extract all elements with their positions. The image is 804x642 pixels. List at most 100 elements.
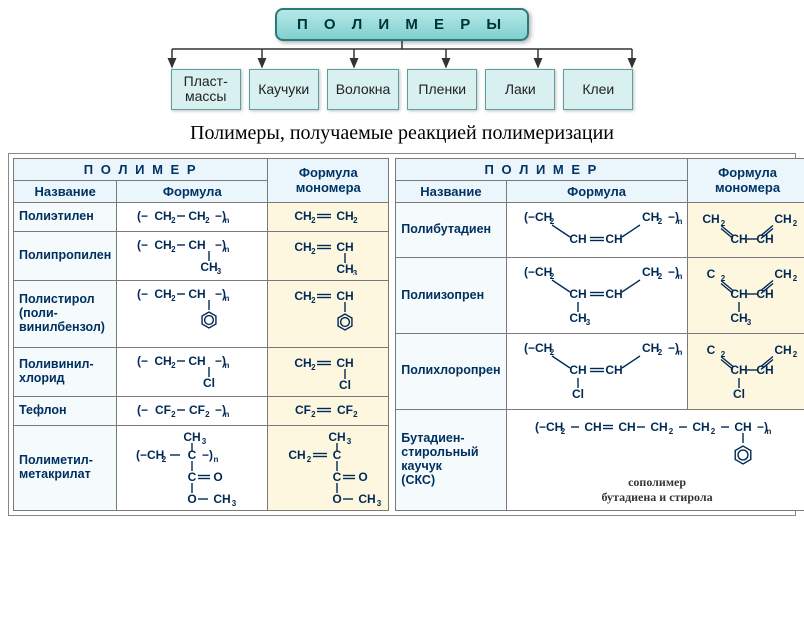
svg-text:CF: CF — [337, 403, 353, 417]
svg-text:3: 3 — [347, 437, 352, 446]
formula-cell: (−CH2CH2−)nCHCHCH3 — [506, 257, 687, 333]
svg-text:(−: (− — [137, 403, 148, 417]
svg-text:C: C — [188, 448, 197, 462]
th-polymer: П О Л И М Е Р — [396, 158, 687, 180]
svg-text:3: 3 — [377, 499, 382, 507]
monomer-cell: CH2CHCl — [268, 347, 389, 396]
svg-text:n: n — [225, 361, 230, 370]
svg-text:Cl: Cl — [339, 378, 351, 391]
svg-text:CH: CH — [650, 420, 667, 434]
svg-text:CH: CH — [155, 287, 172, 301]
svg-text:CH: CH — [756, 232, 773, 246]
child-box-5: Клеи — [563, 69, 633, 110]
svg-text:CF: CF — [189, 403, 205, 417]
svg-text:CF: CF — [295, 403, 311, 417]
svg-text:2: 2 — [311, 363, 316, 372]
svg-text:n: n — [677, 217, 681, 226]
svg-text:CH: CH — [569, 232, 586, 246]
table-row: Полиметил-метакрилат CH3(−CH2C−)nCOOCH3 … — [14, 425, 389, 510]
name-cell: Тефлон — [14, 396, 117, 425]
svg-text:2: 2 — [669, 427, 674, 436]
svg-text:CH: CH — [295, 240, 312, 254]
svg-text:CH: CH — [184, 430, 201, 444]
table-row: Полихлоропрен (−CH2CH2−)nCHCHCl C2CH2CHC… — [396, 333, 804, 409]
svg-text:n: n — [214, 455, 219, 464]
svg-text:CH: CH — [359, 492, 376, 506]
svg-text:n: n — [225, 410, 230, 419]
svg-text:2: 2 — [792, 350, 797, 359]
svg-text:2: 2 — [307, 455, 312, 464]
svg-text:CH: CH — [702, 212, 719, 226]
svg-text:CH: CH — [189, 238, 206, 252]
svg-text:CH: CH — [605, 363, 622, 377]
svg-text:2: 2 — [657, 348, 662, 357]
svg-text:3: 3 — [232, 499, 237, 507]
name-cell: Полиэтилен — [14, 202, 117, 231]
name-cell: Полиметил-метакрилат — [14, 425, 117, 510]
tables-wrap: П О Л И М Е Р Формуламономера Название Ф… — [8, 153, 796, 516]
name-cell: Полиизопрен — [396, 257, 506, 333]
th-monomer: Формуламономера — [268, 158, 389, 202]
table-row: Полиэтилен (−CH2CH2−)n CH2CH2 — [14, 202, 389, 231]
formula-cell: (−CH2CHCHCH2CH2CH−)nсополимербутадиена и… — [506, 409, 804, 510]
child-box-3: Пленки — [407, 69, 477, 110]
formula-cell: (−CH2CH2−)n — [117, 202, 268, 231]
svg-text:n: n — [767, 427, 772, 436]
svg-text:(−CH: (−CH — [524, 341, 552, 355]
name-cell: Поливинил-хлорид — [14, 347, 117, 396]
svg-text:n: n — [225, 216, 230, 225]
svg-text:(−: (− — [137, 354, 148, 368]
svg-text:2: 2 — [657, 217, 662, 226]
svg-text:3: 3 — [202, 437, 207, 446]
svg-text:2: 2 — [171, 410, 176, 419]
svg-text:CH: CH — [569, 311, 586, 325]
svg-text:n: n — [677, 272, 681, 281]
th-monomer: Формуламономера — [687, 158, 804, 202]
svg-text:CH: CH — [774, 267, 791, 281]
monomer-cell: CH2CH2CHCH — [687, 202, 804, 257]
svg-text:C: C — [188, 470, 197, 484]
svg-text:CH: CH — [189, 209, 206, 223]
formula-cell: (−CH2CH2−)nCHCHCl — [506, 333, 687, 409]
th-formula: Формула — [506, 180, 687, 202]
svg-text:CH: CH — [289, 448, 306, 462]
svg-text:CH: CH — [642, 341, 659, 355]
formula-cell: (−CH2CH−)nCH3 — [117, 231, 268, 280]
svg-text:(−CH: (−CH — [524, 265, 552, 279]
svg-text:2: 2 — [353, 216, 358, 225]
child-box-4: Лаки — [485, 69, 555, 110]
svg-text:CH: CH — [155, 354, 172, 368]
svg-text:CH: CH — [569, 287, 586, 301]
svg-text:3: 3 — [746, 318, 751, 326]
svg-text:2: 2 — [792, 219, 797, 228]
svg-text:CH: CH — [642, 265, 659, 279]
svg-text:CH: CH — [337, 240, 354, 254]
table-row: Полибутадиен (−CH2CH2−)nCHCH CH2CH2CHCH — [396, 202, 804, 257]
svg-text:CH: CH — [337, 289, 354, 303]
svg-text:CH: CH — [337, 209, 354, 223]
svg-text:3: 3 — [353, 269, 358, 275]
monomer-cell: C2CH2CHCHCH3 — [687, 257, 804, 333]
table-right: П О Л И М Е Р Формуламономера Название Ф… — [395, 158, 804, 511]
formula-cell: (−CH2CH−)n — [117, 280, 268, 347]
th-formula: Формула — [117, 180, 268, 202]
svg-text:2: 2 — [171, 361, 176, 370]
svg-text:2: 2 — [561, 427, 566, 436]
svg-text:2: 2 — [792, 274, 797, 283]
svg-text:CH: CH — [774, 343, 791, 357]
svg-text:CH: CH — [618, 420, 635, 434]
monomer-cell: CF2CF2 — [268, 396, 389, 425]
table-row: Полиизопрен (−CH2CH2−)nCHCHCH3 C2CH2CHCH… — [396, 257, 804, 333]
svg-text:n: n — [225, 245, 230, 254]
svg-text:(−: (− — [137, 287, 148, 301]
svg-text:2: 2 — [171, 216, 176, 225]
name-cell: Полистирол(поли-винилбензол) — [14, 280, 117, 347]
svg-text:C: C — [706, 343, 715, 357]
svg-text:Cl: Cl — [572, 387, 584, 401]
svg-text:2: 2 — [311, 410, 316, 419]
table-row: Тефлон (−CF2CF2−)n CF2CF2 — [14, 396, 389, 425]
table-row: Поливинил-хлорид (−CH2CH−)nCl CH2CHCl — [14, 347, 389, 396]
svg-text:(−: (− — [137, 209, 148, 223]
svg-text:2: 2 — [711, 427, 716, 436]
svg-text:n: n — [677, 348, 681, 357]
